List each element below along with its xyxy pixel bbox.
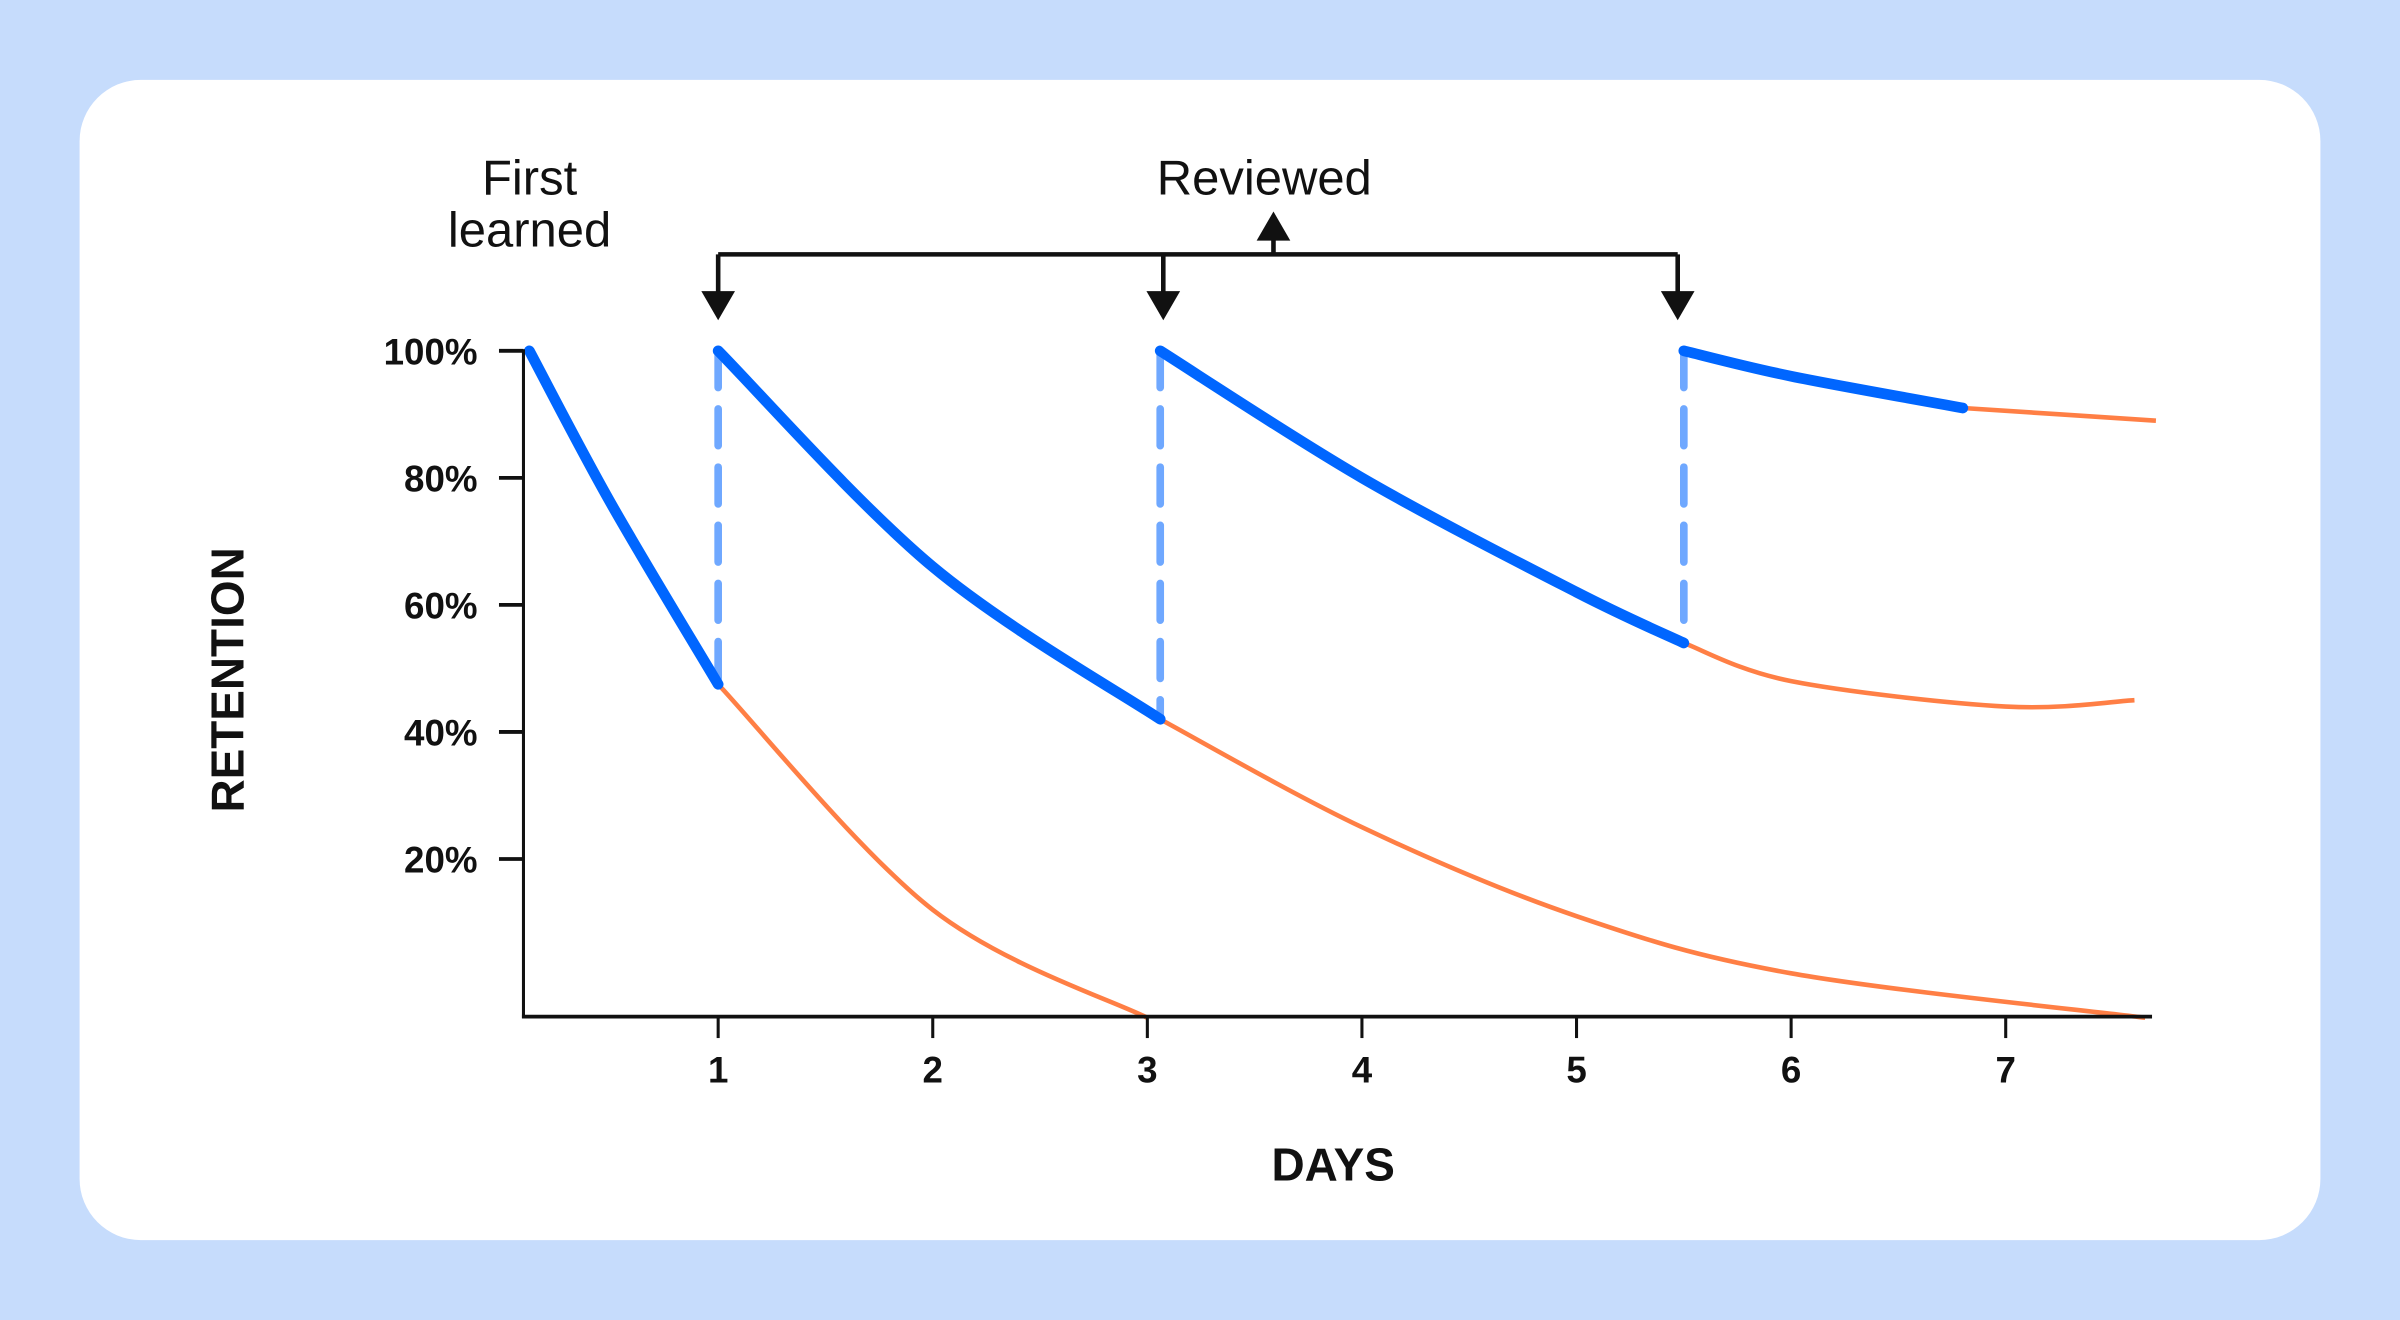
y-axis-title: RETENTION [201, 547, 253, 812]
x-tick-label: 2 [923, 1049, 943, 1090]
y-tick-label: 20% [404, 840, 478, 881]
x-tick-label: 7 [1996, 1049, 2016, 1090]
retention-curve [1154, 345, 1690, 649]
first-learned-label-line1: First [482, 152, 578, 206]
x-axis-title: DAYS [1271, 1138, 1394, 1190]
reviewed-bracket [701, 211, 1695, 321]
forgetting-curve [1962, 405, 2157, 423]
y-tick-label: 60% [404, 586, 478, 627]
first-learned-label-line2: learned [448, 204, 611, 258]
arrow-down-icon [1660, 291, 1695, 321]
reviewed-label: Reviewed [1157, 152, 1372, 206]
forgetting-curve [716, 682, 1149, 1020]
x-tick-label: 4 [1352, 1049, 1373, 1090]
arrow-down-icon [1146, 291, 1181, 321]
x-tick-label: 1 [708, 1049, 728, 1090]
forgetting-curve [1683, 640, 2135, 710]
retention-curve [1678, 345, 1969, 414]
ticks: 1 2 3 4 5 6 7 20% 40% 60% 80% 100% [384, 332, 2016, 1091]
curves [523, 345, 2157, 1021]
x-tick-label: 5 [1566, 1049, 1586, 1090]
retention-curve [523, 345, 724, 690]
x-tick-label: 6 [1781, 1049, 1801, 1090]
y-tick-label: 100% [384, 332, 478, 373]
y-tick-label: 80% [404, 459, 478, 500]
y-tick-label: 40% [404, 713, 478, 754]
arrow-up-icon [1256, 211, 1291, 241]
retention-curve [712, 345, 1166, 725]
forgetting-curve [1159, 717, 2146, 1021]
x-tick-label: 3 [1137, 1049, 1157, 1090]
arrow-down-icon [701, 291, 735, 321]
